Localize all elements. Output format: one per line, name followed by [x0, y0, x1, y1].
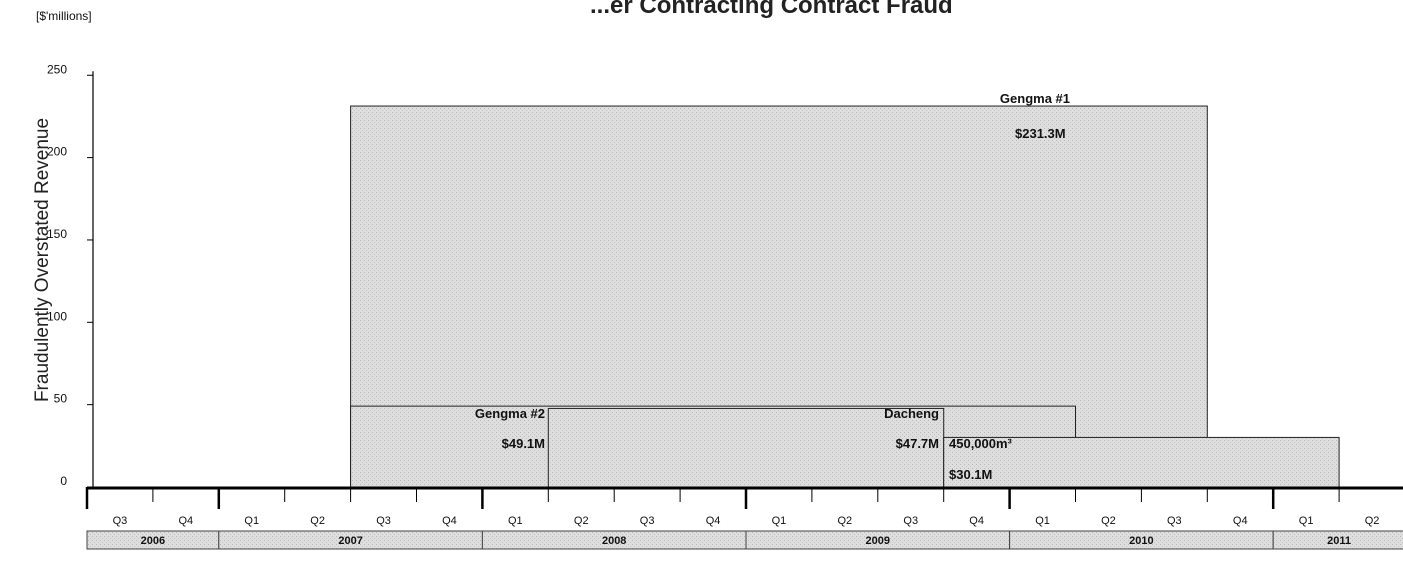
quarter-label: Q3	[1167, 515, 1182, 527]
y-tick-label: 100	[47, 309, 67, 323]
year-label: 2010	[1129, 535, 1153, 547]
contract-box	[547, 407, 945, 488]
unit-label: [$'millions]	[36, 9, 92, 23]
year-cell	[1272, 530, 1403, 550]
quarter-label: Q1	[1299, 515, 1314, 527]
quarter-label: Q4	[1233, 515, 1248, 527]
quarter-label: Q2	[574, 515, 589, 527]
year-band: 2006 2007 2008 2009 2010 2011	[86, 530, 1403, 550]
quarter-label: Q4	[706, 515, 721, 527]
y-tick-label: 200	[47, 145, 67, 159]
quarter-label: Q3	[113, 515, 128, 527]
year-label: 2009	[866, 535, 890, 547]
contract-name-label: Gengma #2	[475, 406, 545, 421]
contract-box	[943, 436, 1340, 488]
y-tick-label: 0	[60, 474, 67, 488]
quarter-label: Q3	[376, 515, 391, 527]
contract-labels: Gengma #1 $231.3M Gengma #2 $49.1M Dacheng $4…	[475, 91, 1070, 482]
contract-value-label: $49.1M	[502, 436, 545, 451]
contract-name-label: 450,000m³	[949, 436, 1013, 451]
quarter-label: Q2	[310, 515, 325, 527]
y-tick-label: 150	[47, 227, 67, 241]
quarter-label: Q2	[838, 515, 853, 527]
quarter-label: Q1	[1035, 515, 1050, 527]
quarter-label: Q2	[1365, 515, 1380, 527]
y-tick-label: 50	[54, 392, 68, 406]
contract-name-label: Gengma #1	[1000, 91, 1070, 106]
year-label: 2011	[1327, 535, 1351, 547]
contract-value-label: $30.1M	[949, 467, 992, 482]
quarter-label: Q4	[969, 515, 984, 527]
quarter-label: Q3	[903, 515, 918, 527]
quarter-label: Q4	[442, 515, 457, 527]
chart-title: ...er Contracting Contract Fraud	[590, 0, 953, 19]
year-label: 2007	[338, 535, 362, 547]
quarter-label: Q1	[508, 515, 523, 527]
contract-boxes	[350, 105, 1340, 488]
year-label: 2006	[141, 535, 165, 547]
y-tick-label: 250	[47, 62, 67, 76]
quarter-label: Q2	[1101, 515, 1116, 527]
year-label: 2008	[602, 535, 626, 547]
y-axis: 0 50 100 150 200 250	[47, 62, 94, 488]
y-axis-title: Fraudulently Overstated Revenue	[32, 118, 53, 402]
contract-value-label: $231.3M	[1015, 126, 1066, 141]
quarter-label: Q4	[179, 515, 194, 527]
contract-value-label: $47.7M	[896, 436, 939, 451]
quarter-label: Q3	[640, 515, 655, 527]
quarter-label: Q1	[772, 515, 787, 527]
contract-name-label: Dacheng	[884, 406, 939, 421]
quarter-label: Q1	[244, 515, 259, 527]
x-axis: Q3 Q4 Q1 Q2 Q3 Q4 Q1 Q2 Q3 Q4 Q1 Q2 Q3 Q4 Q1 Q2 Q3 Q4 Q1 Q2	[85, 486, 1403, 527]
